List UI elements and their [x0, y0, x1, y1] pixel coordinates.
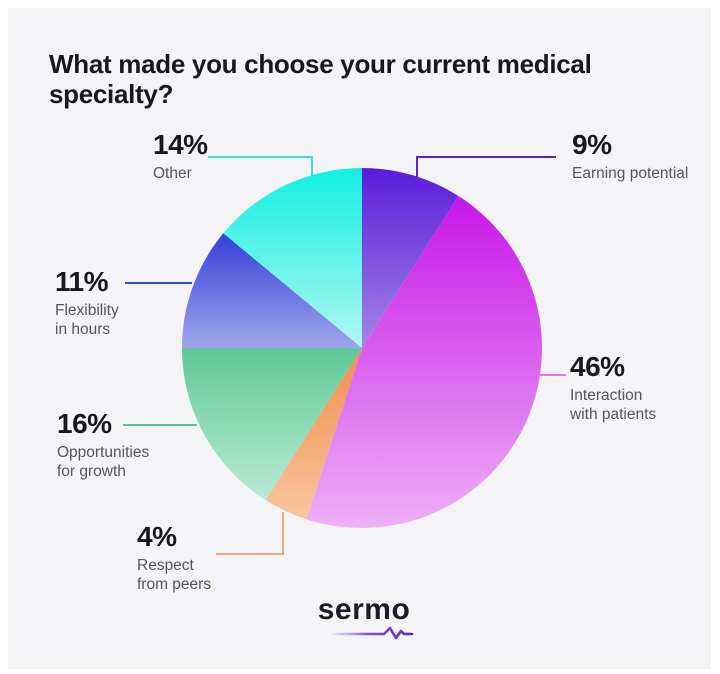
percent-value: 4%	[137, 521, 177, 552]
pie-slice-other	[223, 168, 362, 348]
label-interaction-with-patients: 46% Interaction with patients	[570, 353, 670, 424]
slice-name: Interaction with patients	[570, 387, 657, 423]
percent-value: 9%	[572, 129, 612, 160]
leader-line-earning-potential	[416, 156, 556, 178]
slice-name: Respect from peers	[137, 557, 212, 593]
chart-title: What made you choose your current medica…	[49, 49, 592, 109]
percent-value: 14%	[153, 129, 208, 160]
pie-slice-opportunities-for-growth	[182, 348, 362, 500]
pie-slice-respect-from-peers	[265, 348, 362, 520]
label-opportunities-for-growth: 16% Opportunities for growth	[57, 410, 162, 481]
label-respect-from-peers: 4% Respect from peers	[137, 523, 219, 594]
slice-name: Other	[153, 165, 192, 182]
sermo-logo-text: sermo	[317, 593, 411, 626]
percent-value: 11%	[55, 266, 109, 297]
leader-lines	[123, 156, 566, 555]
label-other: 14% Other	[153, 131, 208, 184]
sermo-pulse-icon	[332, 626, 414, 640]
pie-slice-interaction-with-patients	[306, 196, 543, 528]
pie-chart	[182, 168, 543, 528]
leader-line-respect-from-peers	[216, 512, 284, 555]
slice-name: Earning potential	[572, 165, 689, 182]
label-earning-potential: 9% Earning potential	[572, 131, 688, 184]
leader-line-other	[208, 156, 313, 177]
pie-slice-flexibility-in-hours	[182, 233, 362, 348]
percent-value: 16%	[57, 408, 112, 439]
sermo-logo: sermo	[308, 593, 420, 640]
slice-name: Opportunities for growth	[57, 444, 150, 480]
pie-slice-earning-potential	[362, 168, 459, 348]
slice-name: Flexibility in hours	[55, 302, 119, 338]
label-flexibility-in-hours: 11% Flexibility in hours	[55, 268, 135, 339]
percent-value: 46%	[570, 351, 625, 382]
